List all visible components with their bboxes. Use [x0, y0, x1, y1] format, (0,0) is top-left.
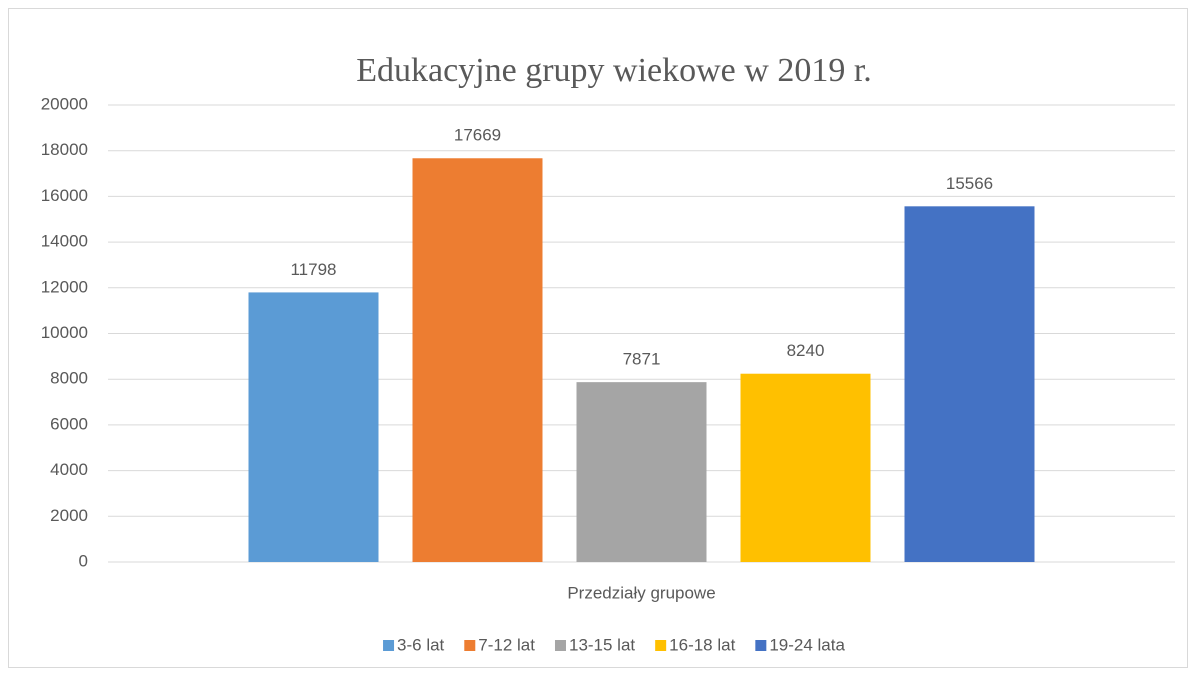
- data-label: 17669: [454, 126, 501, 145]
- y-tick-label: 10000: [41, 323, 88, 342]
- y-tick-label: 2000: [50, 506, 88, 525]
- y-tick-label: 20000: [41, 94, 88, 113]
- bar: [248, 292, 379, 562]
- legend-label: 3-6 lat: [397, 635, 445, 654]
- legend-swatch: [554, 640, 566, 651]
- data-label: 7871: [623, 350, 661, 369]
- chart-title: Edukacyjne grupy wiekowe w 2019 r.: [356, 52, 872, 89]
- legend-swatch: [383, 640, 395, 651]
- legend-swatch: [755, 640, 767, 651]
- legend-swatch: [464, 640, 476, 651]
- y-tick-label: 12000: [41, 277, 88, 296]
- bar: [576, 382, 707, 562]
- y-tick-label: 4000: [50, 460, 88, 479]
- bar: [412, 158, 543, 562]
- bar: [904, 206, 1035, 562]
- x-tick-label: Przedziały grupowe: [567, 583, 715, 602]
- data-label: 11798: [290, 260, 336, 279]
- bar: [740, 373, 871, 562]
- y-tick-label: 6000: [50, 414, 88, 433]
- legend-label: 19-24 lata: [769, 635, 845, 654]
- data-label: 8240: [787, 341, 825, 360]
- y-tick-label: 16000: [41, 186, 88, 205]
- legend-label: 16-18 lat: [669, 635, 735, 654]
- y-tick-label: 8000: [50, 369, 88, 388]
- data-label: 15566: [946, 174, 993, 193]
- y-tick-label: 14000: [41, 232, 88, 251]
- y-tick-label: 18000: [41, 140, 88, 159]
- legend-swatch: [655, 640, 667, 651]
- legend-label: 13-15 lat: [569, 635, 635, 654]
- legend-label: 7-12 lat: [478, 635, 535, 654]
- y-tick-label: 0: [79, 551, 88, 570]
